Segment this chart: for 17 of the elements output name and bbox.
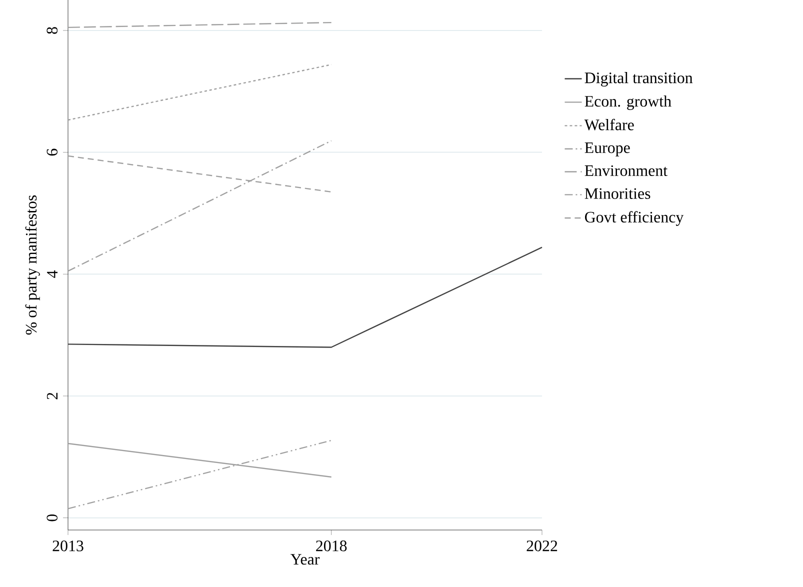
y-tick-label: 2 (46, 392, 58, 400)
y-axis-title: % of party manifestos (25, 195, 40, 335)
legend-label: Econ. growth (584, 95, 672, 110)
y-tick-label: 4 (47, 270, 58, 278)
x-axis-title: Year (290, 554, 320, 565)
legend-label: Welfare (584, 118, 634, 130)
legend-label: Minorities (584, 188, 650, 199)
x-tick-label: 2022 (526, 540, 558, 552)
x-tick-label: 2018 (316, 540, 347, 552)
x-tick-label: 2013 (52, 540, 84, 552)
legend-label: Govt efficiency (585, 211, 684, 226)
legend-label: Digital transition (584, 72, 693, 87)
legend-label: Environment (584, 165, 668, 176)
y-tick-label: 6 (46, 148, 58, 156)
y-tick-label: 8 (46, 27, 58, 34)
legend-label: Europe (584, 142, 630, 156)
y-tick-label: 0 (46, 514, 58, 522)
